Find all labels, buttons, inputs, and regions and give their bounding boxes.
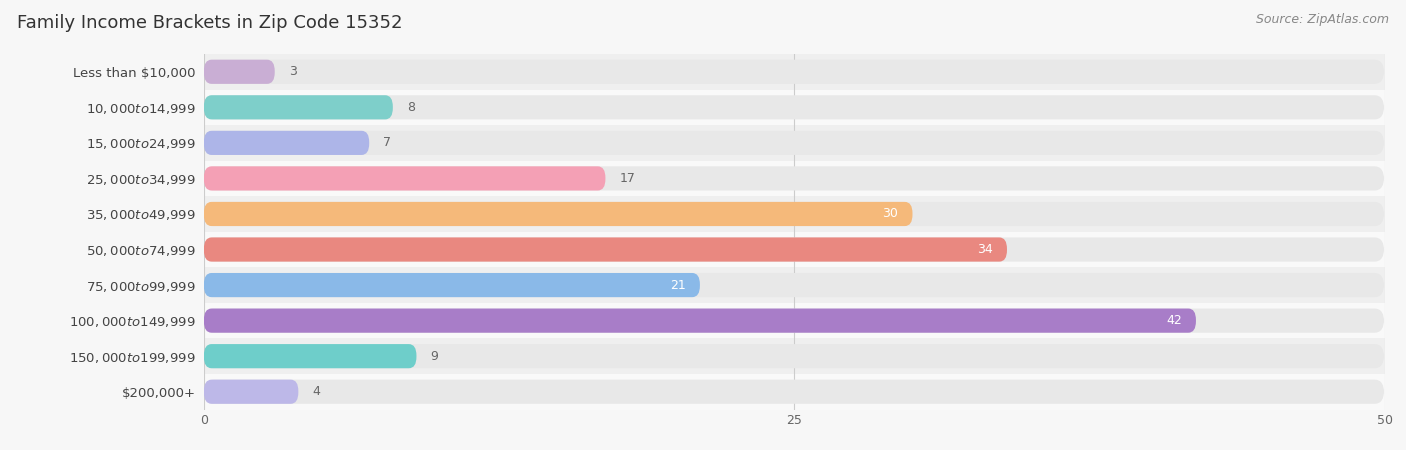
FancyBboxPatch shape — [204, 202, 912, 226]
FancyBboxPatch shape — [204, 309, 1197, 333]
Bar — [204, 232, 1385, 267]
Bar — [204, 90, 1385, 125]
FancyBboxPatch shape — [205, 60, 1384, 84]
Bar — [204, 338, 1385, 374]
FancyBboxPatch shape — [204, 131, 370, 155]
FancyBboxPatch shape — [204, 95, 392, 119]
FancyBboxPatch shape — [205, 309, 1384, 333]
Bar — [204, 267, 1385, 303]
Text: 7: 7 — [384, 136, 391, 149]
FancyBboxPatch shape — [204, 238, 1007, 261]
Text: 8: 8 — [406, 101, 415, 114]
Bar — [204, 54, 1385, 90]
Bar — [204, 303, 1385, 338]
FancyBboxPatch shape — [205, 131, 1384, 155]
FancyBboxPatch shape — [205, 273, 1384, 297]
FancyBboxPatch shape — [204, 60, 274, 84]
Text: 30: 30 — [883, 207, 898, 220]
Text: 4: 4 — [312, 385, 321, 398]
Text: 42: 42 — [1166, 314, 1182, 327]
Text: 3: 3 — [288, 65, 297, 78]
FancyBboxPatch shape — [204, 344, 416, 368]
Text: 21: 21 — [671, 279, 686, 292]
FancyBboxPatch shape — [205, 202, 1384, 226]
FancyBboxPatch shape — [204, 166, 606, 190]
Bar — [204, 374, 1385, 410]
Text: 34: 34 — [977, 243, 993, 256]
FancyBboxPatch shape — [205, 344, 1384, 368]
FancyBboxPatch shape — [205, 380, 1384, 404]
FancyBboxPatch shape — [205, 238, 1384, 261]
FancyBboxPatch shape — [204, 273, 700, 297]
Bar — [204, 161, 1385, 196]
Bar — [204, 125, 1385, 161]
Text: 17: 17 — [620, 172, 636, 185]
Bar — [204, 196, 1385, 232]
Text: Family Income Brackets in Zip Code 15352: Family Income Brackets in Zip Code 15352 — [17, 14, 402, 32]
Text: Source: ZipAtlas.com: Source: ZipAtlas.com — [1256, 14, 1389, 27]
FancyBboxPatch shape — [205, 95, 1384, 119]
FancyBboxPatch shape — [205, 166, 1384, 190]
FancyBboxPatch shape — [204, 380, 298, 404]
Text: 9: 9 — [430, 350, 439, 363]
